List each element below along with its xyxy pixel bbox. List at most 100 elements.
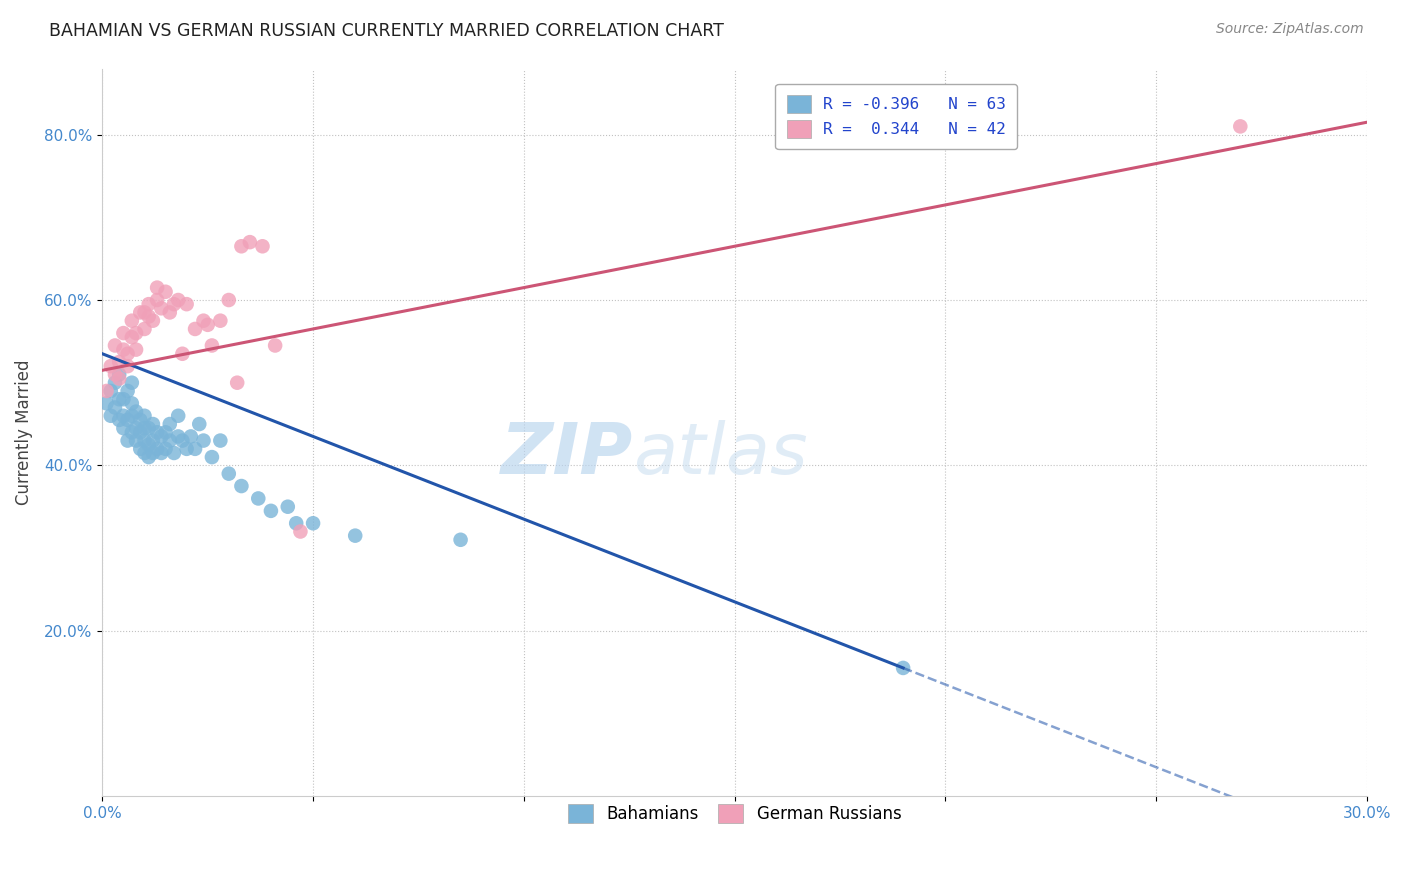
- Point: [100, 359, 122, 373]
- Point: [142, 417, 165, 431]
- Point: [150, 429, 173, 443]
- Point: [138, 297, 160, 311]
- Point: [252, 239, 274, 253]
- Point: [104, 338, 127, 352]
- Point: [129, 413, 152, 427]
- Point: [142, 314, 165, 328]
- Point: [100, 384, 122, 398]
- Point: [239, 235, 262, 249]
- Point: [134, 446, 156, 460]
- Point: [146, 442, 169, 456]
- Point: [138, 450, 160, 464]
- Point: [108, 413, 131, 427]
- Point: [290, 524, 312, 539]
- Point: [159, 417, 181, 431]
- Point: [155, 285, 177, 299]
- Point: [201, 338, 224, 352]
- Point: [260, 504, 283, 518]
- Point: [100, 409, 122, 423]
- Point: [193, 314, 215, 328]
- Point: [197, 318, 219, 332]
- Point: [146, 280, 169, 294]
- Point: [117, 434, 139, 448]
- Point: [112, 326, 135, 340]
- Point: [138, 421, 160, 435]
- Point: [121, 314, 143, 328]
- Point: [125, 343, 148, 357]
- Text: atlas: atlas: [633, 419, 808, 489]
- Point: [134, 421, 156, 435]
- Point: [108, 368, 131, 382]
- Point: [125, 434, 148, 448]
- Point: [155, 442, 177, 456]
- Point: [146, 425, 169, 440]
- Point: [226, 376, 249, 390]
- Point: [167, 429, 190, 443]
- Point: [231, 479, 253, 493]
- Point: [209, 434, 232, 448]
- Legend: Bahamians, German Russians: Bahamians, German Russians: [555, 792, 912, 835]
- Point: [104, 376, 127, 390]
- Point: [129, 442, 152, 456]
- Point: [138, 310, 160, 324]
- Point: [302, 516, 325, 531]
- Point: [112, 409, 135, 423]
- Point: [134, 305, 156, 319]
- Y-axis label: Currently Married: Currently Married: [15, 359, 32, 505]
- Point: [134, 409, 156, 423]
- Point: [209, 314, 232, 328]
- Point: [163, 446, 186, 460]
- Point: [891, 661, 914, 675]
- Point: [176, 297, 198, 311]
- Point: [142, 434, 165, 448]
- Point: [201, 450, 224, 464]
- Point: [112, 392, 135, 407]
- Point: [150, 301, 173, 316]
- Point: [193, 434, 215, 448]
- Point: [146, 293, 169, 307]
- Point: [188, 417, 211, 431]
- Point: [129, 305, 152, 319]
- Point: [184, 442, 207, 456]
- Point: [134, 322, 156, 336]
- Point: [125, 326, 148, 340]
- Point: [96, 384, 118, 398]
- Point: [218, 293, 240, 307]
- Point: [121, 330, 143, 344]
- Point: [172, 434, 194, 448]
- Point: [167, 409, 190, 423]
- Point: [184, 322, 207, 336]
- Point: [450, 533, 472, 547]
- Point: [96, 396, 118, 410]
- Point: [150, 446, 173, 460]
- Point: [117, 347, 139, 361]
- Point: [231, 239, 253, 253]
- Point: [121, 396, 143, 410]
- Point: [172, 347, 194, 361]
- Point: [129, 425, 152, 440]
- Text: ZIP: ZIP: [501, 419, 633, 489]
- Point: [218, 467, 240, 481]
- Point: [108, 371, 131, 385]
- Text: BAHAMIAN VS GERMAN RUSSIAN CURRENTLY MARRIED CORRELATION CHART: BAHAMIAN VS GERMAN RUSSIAN CURRENTLY MAR…: [49, 22, 724, 40]
- Point: [121, 376, 143, 390]
- Point: [108, 355, 131, 369]
- Point: [112, 343, 135, 357]
- Point: [104, 368, 127, 382]
- Point: [247, 491, 270, 506]
- Point: [108, 392, 131, 407]
- Point: [104, 401, 127, 415]
- Point: [176, 442, 198, 456]
- Point: [180, 429, 202, 443]
- Point: [117, 359, 139, 373]
- Point: [167, 293, 190, 307]
- Point: [277, 500, 299, 514]
- Point: [138, 438, 160, 452]
- Point: [125, 404, 148, 418]
- Point: [155, 425, 177, 440]
- Point: [142, 446, 165, 460]
- Point: [163, 297, 186, 311]
- Point: [159, 434, 181, 448]
- Point: [134, 434, 156, 448]
- Point: [159, 305, 181, 319]
